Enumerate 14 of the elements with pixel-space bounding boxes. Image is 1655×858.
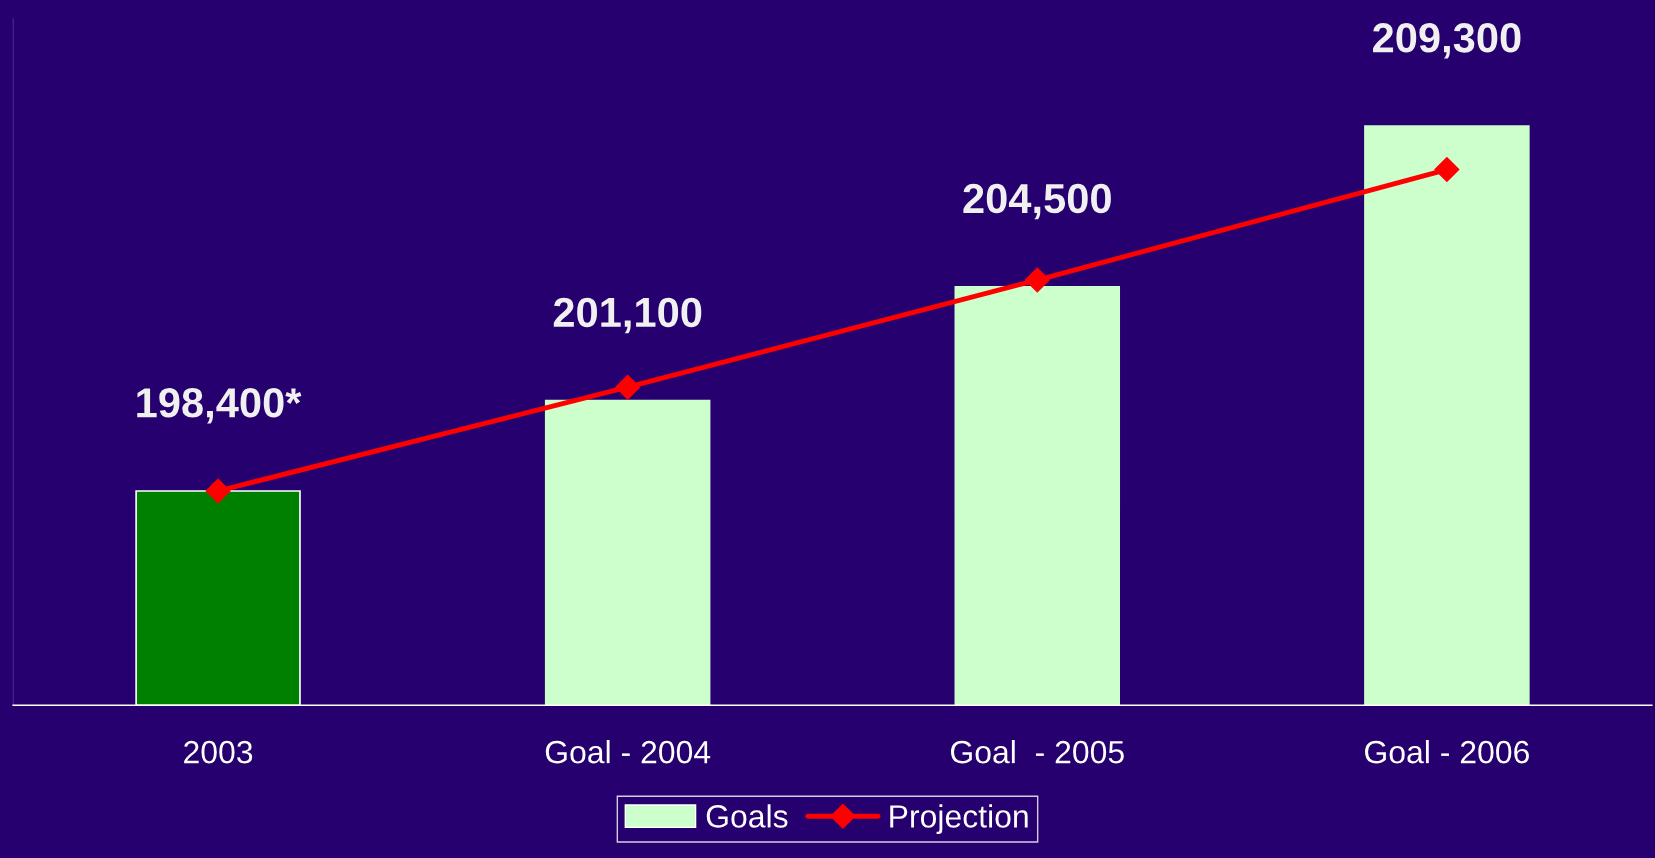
data-label: 198,400* [137,388,302,424]
x-tick-label: 2003 [184,740,253,764]
x-tick-label: Goal - 2005 [950,740,1124,764]
point [205,478,231,504]
legend-label: Projection [890,804,1028,835]
point [1024,267,1050,293]
data-label: 209,300 [1373,23,1521,59]
data-label: 201,100 [553,297,702,334]
x-tick-label: Goal - 2004 [545,740,711,764]
legend-label: Goals [706,804,788,828]
point [615,374,641,400]
x-tick-label: Goal - 2006 [1365,740,1529,764]
point [1434,157,1460,183]
data-label: 204,500 [963,183,1111,220]
